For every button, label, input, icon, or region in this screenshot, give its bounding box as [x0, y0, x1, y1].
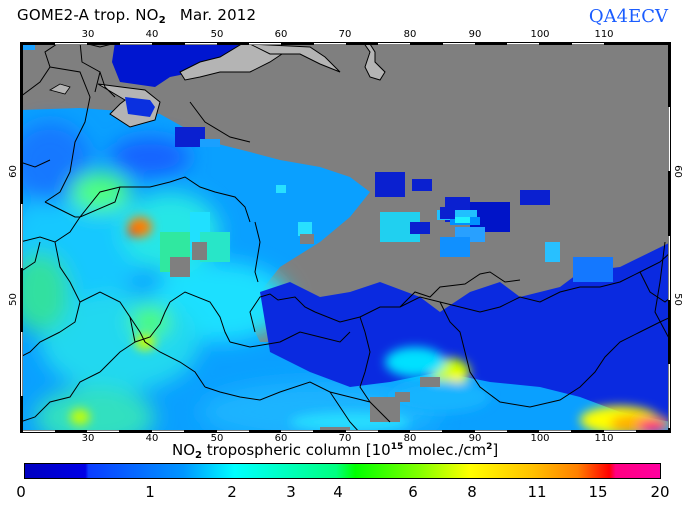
northern-seas: [20, 42, 386, 128]
brand-label: QA4ECV: [588, 6, 668, 27]
longitude-label: 30: [81, 433, 95, 444]
colorbar-tick-label: 1: [145, 483, 155, 501]
longitude-label: 40: [145, 29, 159, 40]
colorbar-title-exp2: 2: [486, 442, 493, 452]
latitude-label: 50: [671, 293, 683, 306]
colorbar-tick-label: 8: [467, 483, 477, 501]
colorbar-tick-label: 15: [588, 483, 608, 501]
colorbar-title: NO2 tropospheric column [1015 molec./cm2…: [172, 441, 498, 461]
longitude-label: 80: [403, 29, 417, 40]
latitude-label: 50: [7, 293, 19, 306]
longitude-label: 110: [594, 433, 614, 444]
title-subscript: 2: [158, 15, 166, 26]
longitude-label: 50: [210, 29, 224, 40]
no2-map: [20, 42, 671, 433]
longitude-label: 40: [145, 433, 159, 444]
longitude-label: 70: [338, 29, 352, 40]
colorbar-title-exp: 15: [390, 442, 404, 452]
latitude-label: 60: [671, 165, 683, 178]
longitude-label: 90: [468, 29, 482, 40]
colorbar: [24, 463, 661, 479]
longitude-label: 100: [530, 29, 550, 40]
colorbar-tick-label: 6: [408, 483, 418, 501]
colorbar-title-units: molec./cm: [403, 441, 487, 459]
map-title: GOME2-A trop. NO2 Mar. 2012: [17, 6, 256, 26]
latitude-label: 60: [7, 165, 19, 178]
longitude-label: 30: [81, 29, 95, 40]
map-frame: [20, 42, 671, 433]
data-field-west: [20, 108, 671, 433]
colorbar-tick-label: 11: [527, 483, 547, 501]
longitude-label: 60: [274, 433, 288, 444]
colorbar-title-end: ]: [492, 441, 499, 459]
title-text: GOME2-A trop. NO: [17, 6, 159, 24]
colorbar-tick-label: 2: [227, 483, 237, 501]
longitude-label: 100: [530, 433, 550, 444]
longitude-label: 70: [338, 433, 352, 444]
title-date: Mar. 2012: [179, 6, 257, 24]
longitude-label: 60: [274, 29, 288, 40]
longitude-label: 50: [210, 433, 224, 444]
colorbar-tick-label: 0: [16, 483, 26, 501]
colorbar-tick-label: 20: [650, 483, 670, 501]
colorbar-title-mid: tropospheric column [10: [202, 441, 391, 459]
colorbar-title-sub: 2: [195, 450, 202, 461]
longitude-label: 90: [468, 433, 482, 444]
colorbar-tick-label: 3: [286, 483, 296, 501]
colorbar-tick-label: 4: [333, 483, 343, 501]
longitude-label: 80: [403, 433, 417, 444]
colorbar-title-no: NO: [172, 441, 196, 459]
longitude-label: 110: [594, 29, 614, 40]
